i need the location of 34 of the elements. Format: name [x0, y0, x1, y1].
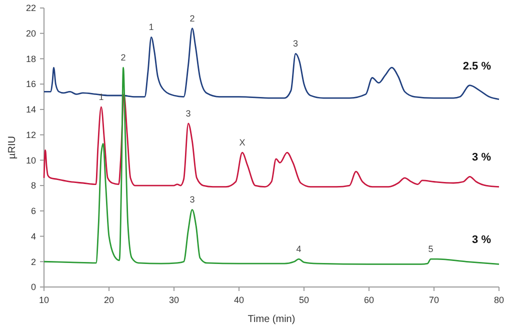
annotation: 4 [296, 244, 302, 254]
y-tick-label: 18 [26, 54, 36, 64]
annotation: 3 [186, 108, 191, 118]
series-label: 3 % [472, 234, 492, 246]
y-tick-label: 10 [26, 155, 36, 166]
annotation: 5 [428, 244, 434, 254]
y-tick-label: 2 [30, 256, 36, 267]
annotation: 2 [190, 13, 195, 24]
x-tick-label: 10 [38, 295, 50, 305]
x-tick-label: 50 [298, 295, 310, 305]
annotation: 3 [190, 194, 195, 205]
series-label: 3 % [472, 152, 492, 164]
series-label: 2.5 % [462, 60, 492, 72]
x-axis-title: Time (min) [248, 314, 296, 325]
annotation: 1 [148, 22, 154, 32]
x-tick-label: 70 [428, 295, 440, 305]
annotation: X [239, 138, 246, 148]
x-tick-label: 80 [494, 295, 504, 305]
y-tick-label: 12 [26, 130, 36, 140]
y-tick-label: 14 [26, 104, 36, 115]
x-tick-label: 30 [168, 295, 180, 305]
annotation: 2 [120, 52, 126, 63]
y-axis-title: µRIU [7, 136, 18, 159]
annotation: 3 [293, 38, 298, 49]
y-tick-label: 16 [26, 79, 36, 90]
y-tick-label: 0 [30, 282, 36, 292]
y-tick-label: 20 [26, 28, 36, 39]
y-tick-label: 4 [30, 231, 36, 242]
x-tick-label: 40 [234, 295, 244, 305]
y-tick-label: 22 [26, 3, 36, 14]
x-tick-label: 60 [364, 295, 374, 305]
x-tick-label: 20 [104, 295, 114, 305]
y-tick-label: 8 [30, 180, 36, 191]
y-tick-label: 6 [30, 206, 36, 216]
